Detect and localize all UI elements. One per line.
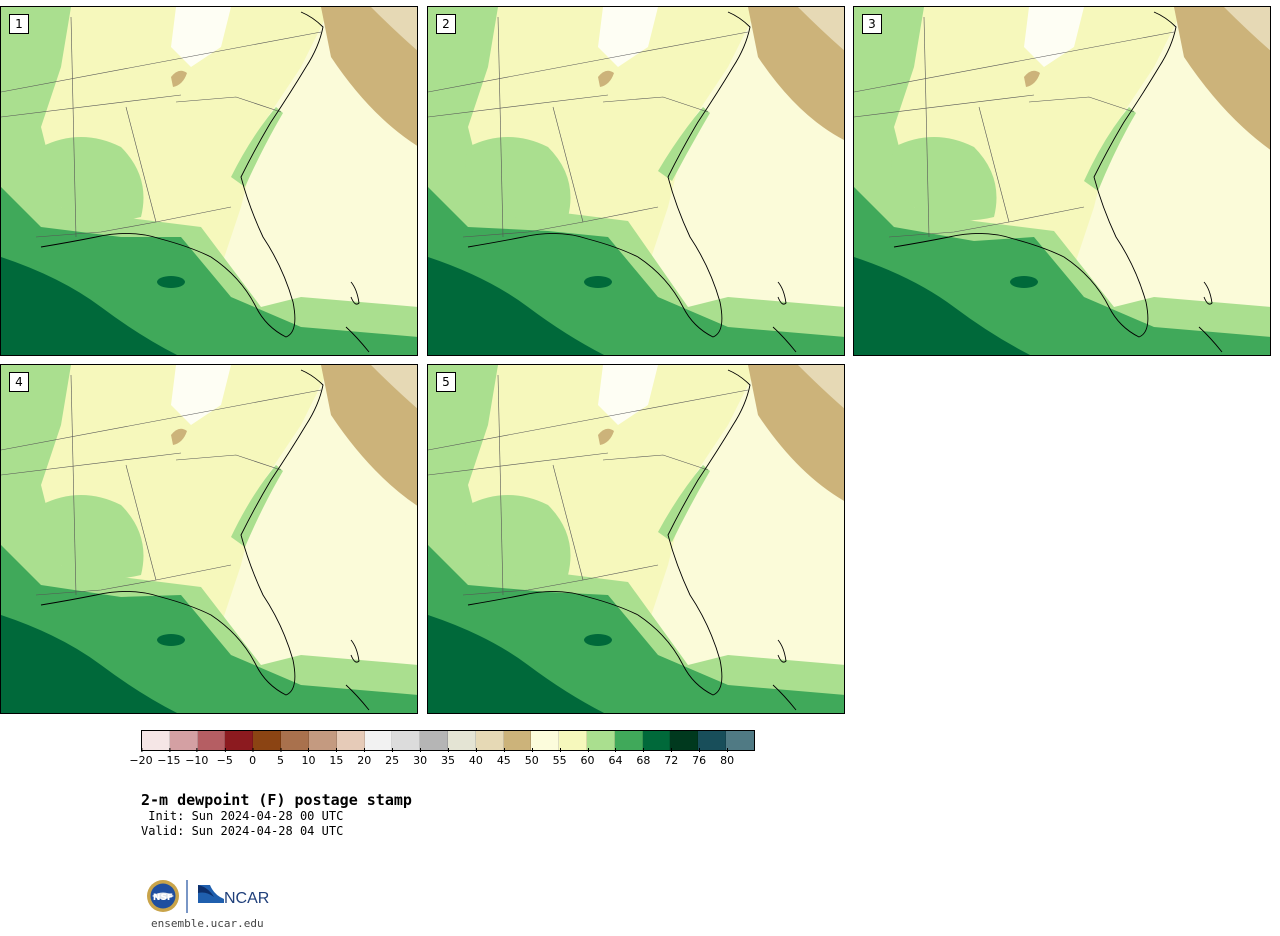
colorbar-tick-label: −15 [157,748,181,767]
site-url: ensemble.ucar.edu [151,917,264,930]
colorbar-swatch [447,731,476,750]
colorbar-tick-label: 45 [497,748,511,767]
init-time: Init: Sun 2024-04-28 00 UTC [141,809,344,823]
colorbar-tick-label: 10 [301,748,315,767]
map-2 [428,7,844,355]
colorbar-tick-label: 64 [608,748,622,767]
colorbar-tick-label: 35 [441,748,455,767]
colorbar-swatch [503,731,532,750]
colorbar-swatch [169,731,198,750]
colorbar-swatch [142,731,170,750]
colorbar-tick-label: −5 [217,748,233,767]
svg-text:NSF: NSF [153,893,173,903]
colorbar-swatch [726,731,754,750]
colorbar-swatch [642,731,671,750]
colorbar-swatch [670,731,699,750]
colorbar-tick-label: 0 [249,748,256,767]
colorbar-tick-label: 20 [357,748,371,767]
colorbar-tick-label: −10 [185,748,208,767]
map-1 [1,7,417,355]
colorbar-tick-label: 15 [329,748,343,767]
colorbar-swatch [336,731,365,750]
ncar-icon [198,885,224,903]
map-panel-3: 3 [853,6,1271,356]
colorbar-tick-label: 30 [413,748,427,767]
colorbar-swatch [531,731,560,750]
colorbar-tick-label: 55 [553,748,567,767]
map-5 [428,365,844,713]
panel-number: 3 [862,14,882,34]
colorbar-swatch [392,731,421,750]
colorbar-swatch [364,731,393,750]
colorbar-tick-label: 50 [525,748,539,767]
colorbar-tick-label: 5 [277,748,284,767]
nsf-ncar-logo: NSF NCAR [147,880,269,913]
colorbar-swatch [281,731,309,750]
colorbar-ticks: −20 −15 −10 −5 0 5 10 15 20 25 30 35 40 45 50 55 60 64 68 7… [129,748,755,773]
map-panel-5: 5 [427,364,845,714]
colorbar-swatch [253,731,282,750]
colorbar-swatch [614,731,643,750]
colorbar-tick-label: 68 [636,748,650,767]
panel-number: 2 [436,14,456,34]
colorbar-swatch [475,731,504,750]
colorbar-swatch [698,731,727,750]
panel-number: 5 [436,372,456,392]
map-4 [1,365,417,713]
ncar-text: NCAR [224,890,269,907]
colorbar-tick-label: 25 [385,748,399,767]
colorbar-swatch [559,731,587,750]
colorbar-swatch [587,731,615,750]
colorbar-swatch [308,731,337,750]
colorbar-swatch [420,731,448,750]
colorbar-swatch [197,731,226,750]
nsf-seal-icon: NSF [147,880,179,912]
panel-number: 4 [9,372,29,392]
panel-number: 1 [9,14,29,34]
map-3 [854,7,1270,355]
colorbar [141,730,755,751]
colorbar-tick-label: 76 [692,748,706,767]
colorbar-tick-label: 40 [469,748,483,767]
map-panel-2: 2 [427,6,845,356]
colorbar-swatch [225,731,254,750]
colorbar-tick-label: 72 [664,748,678,767]
map-panel-4: 4 [0,364,418,714]
colorbar-tick-label: 80 [720,748,734,767]
colorbar-tick-label: 60 [581,748,595,767]
colorbar-tick-label: −20 [129,748,153,767]
valid-time: Valid: Sun 2024-04-28 04 UTC [141,824,344,838]
plot-title: 2-m dewpoint (F) postage stamp [141,791,412,809]
map-panel-1: 1 [0,6,418,356]
